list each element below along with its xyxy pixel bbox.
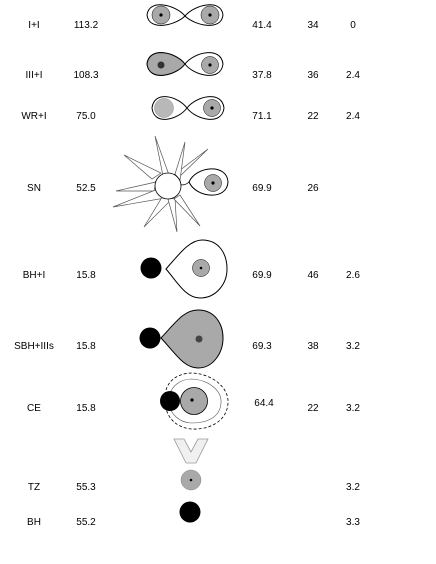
row-value-1: 55.3 [76, 482, 96, 493]
row-value-2: 71.1 [252, 111, 272, 122]
row-value-2: 37.8 [252, 70, 272, 81]
row-ce: CE 15.8 64.4 22 3.2 [27, 372, 360, 430]
row-value-3: 46 [307, 270, 319, 281]
row-label: SN [27, 183, 41, 194]
row-i-i: I+I 113.2 41.4 34 0 [28, 4, 356, 31]
thorne-zytkow-object-icon [180, 469, 202, 491]
wolf-rayet-binary-icon [151, 96, 225, 120]
row-label: BH+I [23, 270, 46, 281]
row-value-4: 3.2 [346, 403, 360, 414]
row-sn: SN 52.5 69.9 26 [27, 135, 319, 233]
row-value-2: 64.4 [254, 398, 274, 409]
roche-lobe-overflow-binary-icon [146, 52, 224, 76]
row-label: CE [27, 403, 41, 414]
row-label: TZ [28, 482, 40, 493]
row-value-1: 15.8 [76, 270, 96, 281]
row-value-1: 52.5 [76, 183, 96, 194]
row-value-2: 69.9 [252, 183, 272, 194]
row-iii-i: III+I 108.3 37.8 36 2.4 [26, 52, 360, 81]
row-value-1: 15.8 [76, 403, 96, 414]
black-hole-icon [179, 501, 201, 523]
row-value-1: 113.2 [74, 20, 99, 31]
row-value-2: 69.9 [252, 270, 272, 281]
row-value-4: 0 [350, 20, 356, 31]
row-value-1: 75.0 [76, 111, 96, 122]
row-value-1: 108.3 [73, 70, 98, 81]
supernova-explosion-icon [112, 135, 229, 233]
row-bh: BH 55.2 3.3 [27, 501, 360, 528]
row-value-4: 3.2 [346, 341, 360, 352]
row-label: SBH+IIIs [14, 341, 54, 352]
common-envelope-icon [160, 372, 229, 430]
row-value-3: 22 [307, 403, 319, 414]
ejection-jets-icon [173, 438, 209, 464]
row-value-3: 36 [307, 70, 319, 81]
row-value-1: 15.8 [76, 341, 96, 352]
row-value-3: 26 [307, 183, 319, 194]
row-value-4: 3.3 [346, 517, 360, 528]
row-value-4: 2.4 [346, 70, 360, 81]
row-value-1: 55.2 [76, 517, 96, 528]
row-label: I+I [28, 20, 39, 31]
row-label: BH [27, 517, 41, 528]
black-hole-binary-icon [140, 239, 228, 299]
row-value-4: 3.2 [346, 482, 360, 493]
row-label: III+I [26, 70, 43, 81]
black-hole-giant-binary-icon [139, 309, 224, 369]
row-value-4: 2.6 [346, 270, 360, 281]
row-value-2: 69.3 [252, 341, 272, 352]
row-value-3: 34 [307, 20, 319, 31]
row-bh-i: BH+I 15.8 69.9 46 2.6 [23, 239, 360, 299]
row-value-3: 22 [307, 111, 319, 122]
row-label: WR+I [21, 111, 46, 122]
row-tz: TZ 55.3 3.2 [28, 469, 360, 493]
row-value-3: 38 [307, 341, 319, 352]
equal-lobes-binary-icon [146, 4, 224, 26]
row-wr-i: WR+I 75.0 71.1 22 2.4 [21, 96, 360, 122]
row-value-2: 41.4 [252, 20, 272, 31]
row-sbh-iiis: SBH+IIIs 15.8 69.3 38 3.2 [14, 309, 360, 369]
row-value-4: 2.4 [346, 111, 360, 122]
